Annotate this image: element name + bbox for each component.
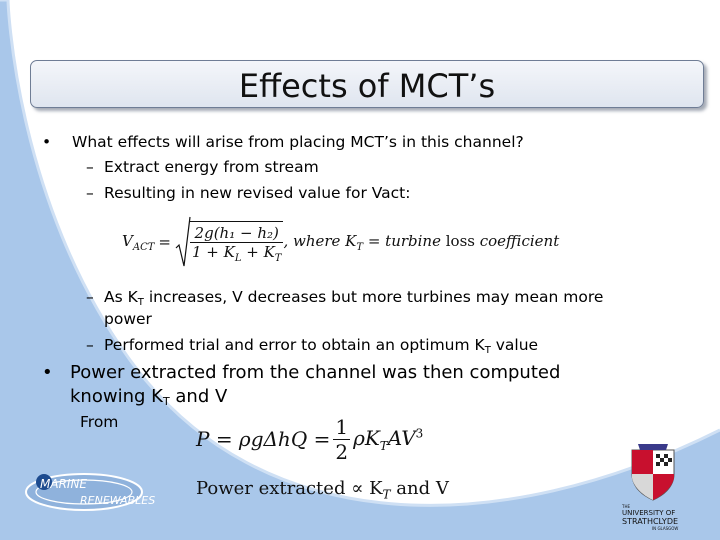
bullet-marker: • — [42, 133, 52, 151]
eq-half: 1 2 — [333, 414, 351, 464]
eq-denominator: 1 + KL + KT — [191, 242, 282, 264]
eq-where-clause: , where KT = turbine loss coefficient — [283, 231, 560, 253]
bullet-text: What effects will arise from placing MCT… — [72, 133, 524, 151]
svg-text:THE: THE — [621, 504, 630, 509]
sub-bullet-text: Extract energy from stream — [104, 158, 319, 176]
bullet-marker: • — [42, 362, 53, 383]
vact-equation: VACT = 2g(h₁ − h₂) 1 + KL + KT , where K… — [122, 216, 559, 268]
power-proportional: Power extracted ∝ KT and V — [196, 478, 449, 502]
marine-renewables-logo: MARINE RENEWABLES — [25, 473, 155, 511]
bullet-text: Power extracted from the channel was the… — [70, 362, 561, 383]
eq-vact-lhs: VACT — [122, 231, 155, 253]
bullet-text-cont: knowing KT and V — [70, 386, 228, 408]
svg-text:MARINE: MARINE — [40, 477, 87, 491]
strathclyde-logo: THE UNIVERSITY OF STRATHCLYDE IN GLASGOW — [621, 444, 678, 531]
svg-text:IN GLASGOW: IN GLASGOW — [652, 526, 678, 531]
sub-bullet-text: As KT increases, V decreases but more tu… — [104, 288, 604, 308]
dash-marker: – — [86, 184, 94, 202]
sqrt-fraction: 2g(h₁ − h₂) 1 + KL + KT — [189, 220, 284, 264]
sub-bullet-text: Resulting in new revised value for Vact: — [104, 184, 411, 202]
dash-marker: – — [86, 336, 94, 354]
eq-equals: = — [158, 233, 171, 251]
power-equation: P = ρgΔhQ = 1 2 ρKTAV3 — [196, 410, 423, 468]
title-box: Effects of MCT’s — [30, 60, 704, 108]
sub-bullet-text-cont: power — [104, 310, 152, 328]
from-label: From — [80, 413, 119, 431]
eq-numerator: 2g(h₁ − h₂) — [189, 224, 284, 243]
sub-bullet-text: Performed trial and error to obtain an o… — [104, 336, 539, 356]
slide-title: Effects of MCT’s — [238, 67, 496, 105]
svg-text:STRATHCLYDE: STRATHCLYDE — [622, 517, 678, 526]
svg-text:UNIVERSITY OF: UNIVERSITY OF — [622, 509, 675, 517]
sqrt-sign — [175, 216, 191, 267]
dash-marker: – — [86, 158, 94, 176]
svg-text:RENEWABLES: RENEWABLES — [80, 494, 155, 507]
eq-power-rhs: ρKTAV3 — [353, 425, 424, 453]
dash-marker: – — [86, 288, 94, 306]
eq-power-lhs: P = ρgΔhQ = — [196, 427, 331, 451]
